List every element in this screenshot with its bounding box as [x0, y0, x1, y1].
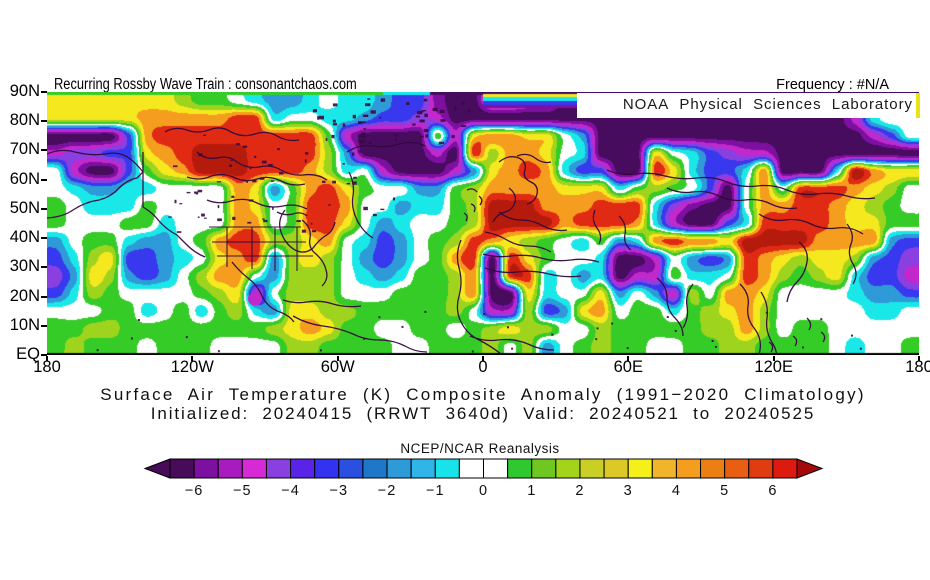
svg-text:3: 3: [624, 483, 633, 499]
svg-text:1: 1: [527, 483, 536, 499]
svg-text:0: 0: [479, 483, 488, 499]
svg-text:5: 5: [720, 483, 729, 499]
svg-text:−2: −2: [378, 483, 397, 499]
svg-text:−4: −4: [281, 483, 300, 499]
svg-text:6: 6: [768, 483, 777, 499]
svg-text:−1: −1: [426, 483, 445, 499]
svg-text:−3: −3: [330, 483, 349, 499]
svg-text:4: 4: [672, 483, 681, 499]
svg-text:−5: −5: [233, 483, 252, 499]
svg-text:2: 2: [575, 483, 584, 499]
svg-text:−6: −6: [185, 483, 204, 499]
